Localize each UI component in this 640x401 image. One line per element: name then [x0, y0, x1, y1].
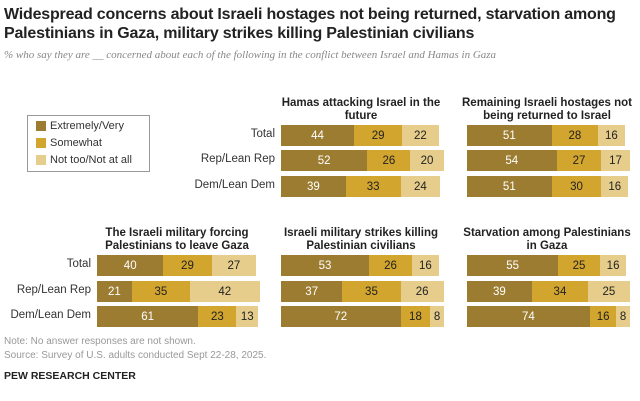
bar-segment: 53 — [281, 255, 369, 276]
bar-segment: 39 — [467, 281, 532, 302]
legend-item: Extremely/Very — [36, 118, 149, 133]
bar-segment: 16 — [601, 176, 628, 197]
row-label: Dem/Lean Dem — [10, 309, 91, 321]
source: Source: Survey of U.S. adults conducted … — [4, 350, 267, 361]
bar-segment: 26 — [367, 150, 411, 171]
legend-swatch — [36, 137, 46, 148]
panel-title: Israeli military strikes killing Palesti… — [283, 227, 439, 252]
legend: Extremely/Very Somewhat Not too/Not at all — [27, 115, 150, 172]
panel-title: Starvation among Palestinians in Gaza — [463, 227, 631, 252]
legend-label: Not too/Not at all — [50, 153, 132, 166]
legend-item: Not too/Not at all — [36, 152, 149, 167]
bar-segment: 30 — [551, 176, 602, 197]
legend-label: Somewhat — [50, 136, 102, 149]
bar-segment: 21 — [97, 281, 132, 302]
bar-segment: 17 — [601, 150, 630, 171]
bar-segment: 29 — [163, 255, 212, 276]
bar-segment: 35 — [342, 281, 401, 302]
chart-header: Widespread concerns about Israeli hostag… — [4, 5, 638, 62]
bar-segment: 44 — [281, 125, 355, 146]
bar-segment: 18 — [400, 306, 431, 327]
bar-segment: 29 — [354, 125, 403, 146]
bar-segment: 16 — [589, 306, 617, 327]
bar-segment: 42 — [189, 281, 260, 302]
bar-segment: 35 — [131, 281, 190, 302]
bar-segment: 25 — [588, 281, 630, 302]
bar-segment: 55 — [467, 255, 559, 276]
bar-segment: 40 — [97, 255, 164, 276]
bar-segment: 51 — [467, 176, 552, 197]
bar-segment: 33 — [345, 176, 401, 197]
note: Note: No answer responses are not shown. — [4, 336, 196, 347]
chart-subtitle: % who say they are __ concerned about ea… — [4, 49, 497, 61]
logo: PEW RESEARCH CENTER — [4, 370, 136, 382]
bar-segment: 27 — [211, 255, 257, 276]
row-label: Rep/Lean Rep — [16, 284, 91, 296]
bar-segment: 26 — [400, 281, 444, 302]
bar-segment: 39 — [281, 176, 346, 197]
bar-segment: 51 — [467, 125, 552, 146]
bar-segment: 22 — [402, 125, 439, 146]
legend-swatch — [36, 154, 46, 165]
bar-segment: 16 — [598, 125, 625, 146]
row-label: Total — [250, 128, 275, 140]
legend-item: Somewhat — [36, 135, 149, 150]
bar-segment: 72 — [281, 306, 401, 327]
bar-segment: 28 — [551, 125, 599, 146]
legend-swatch — [36, 120, 46, 131]
bar-segment: 34 — [531, 281, 589, 302]
panel-title: Remaining Israeli hostages not being ret… — [462, 97, 632, 122]
bar-segment: 8 — [430, 306, 444, 327]
panel-title: The Israeli military forcing Palestinian… — [105, 227, 249, 252]
bar-segment: 16 — [599, 255, 627, 276]
bar-segment: 52 — [281, 150, 368, 171]
bar-segment: 74 — [467, 306, 590, 327]
bar-segment: 23 — [198, 306, 237, 327]
bar-segment: 61 — [97, 306, 199, 327]
bar-segment: 16 — [412, 255, 439, 276]
legend-label: Extremely/Very — [50, 119, 124, 132]
bar-segment: 27 — [556, 150, 602, 171]
row-label: Total — [66, 258, 91, 270]
bar-segment: 20 — [410, 150, 444, 171]
bar-segment: 54 — [467, 150, 557, 171]
bar-segment: 26 — [368, 255, 413, 276]
chart-title: Widespread concerns about Israeli hostag… — [4, 6, 616, 42]
row-label: Dem/Lean Dem — [194, 179, 275, 191]
panel-title: Hamas attacking Israel in the future — [281, 97, 441, 122]
row-label: Rep/Lean Rep — [200, 153, 275, 165]
bar-segment: 13 — [236, 306, 259, 327]
bar-segment: 37 — [281, 281, 343, 302]
bar-segment: 25 — [558, 255, 600, 276]
bar-segment: 24 — [400, 176, 441, 197]
bar-segment: 8 — [616, 306, 630, 327]
